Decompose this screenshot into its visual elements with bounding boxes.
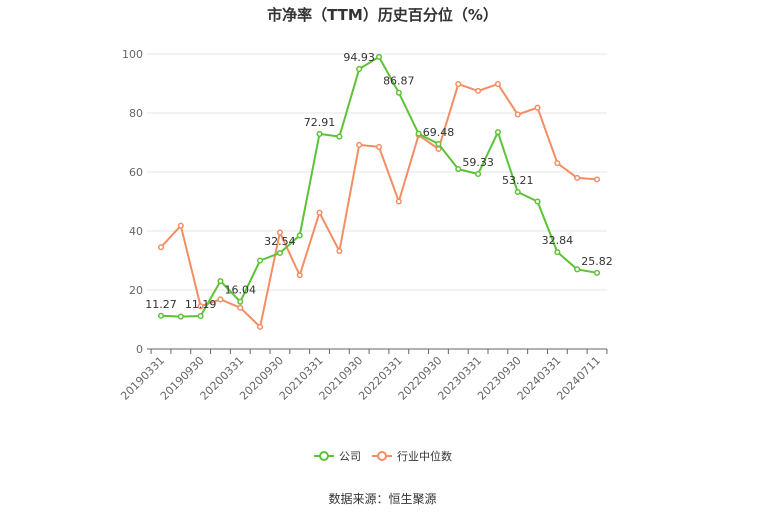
data-label: 69.48 [423, 126, 455, 139]
legend-marker [377, 451, 387, 461]
data-label: 72.91 [304, 116, 336, 129]
data-point [554, 249, 561, 256]
data-point [375, 143, 383, 150]
y-tick-label: 80 [129, 107, 143, 120]
data-point [316, 209, 323, 216]
data-point [514, 188, 521, 196]
data-point [395, 89, 402, 96]
data-point [356, 65, 363, 73]
data-label: 86.87 [383, 75, 415, 88]
data-point [257, 323, 264, 330]
data-label: 32.54 [264, 235, 296, 248]
data-point [237, 304, 244, 311]
data-label: 53.21 [502, 174, 534, 187]
data-point [494, 81, 501, 88]
data-point [375, 53, 383, 61]
y-tick-label: 40 [129, 225, 143, 238]
data-point [276, 249, 283, 257]
data-point [237, 298, 244, 305]
data-point [296, 272, 303, 279]
data-point [435, 140, 442, 148]
data-point [574, 266, 581, 273]
y-tick-label: 60 [129, 166, 143, 179]
data-point [157, 312, 165, 319]
data-point [455, 81, 462, 88]
data-point [475, 87, 482, 94]
data-label: 25.82 [581, 255, 613, 268]
data-point [534, 104, 541, 111]
legend-label: 行业中位数 [397, 449, 452, 463]
data-point [574, 174, 581, 181]
data-label: 94.93 [343, 51, 375, 64]
data-point [475, 170, 482, 178]
data-point [157, 244, 165, 251]
data-label: 11.19 [185, 298, 217, 311]
y-tick-label: 0 [136, 343, 143, 356]
chart-title: 市净率（TTM）历史百分位（%） [267, 6, 498, 24]
data-point [336, 133, 343, 140]
y-tick-label: 20 [129, 284, 143, 297]
data-point [197, 303, 204, 310]
data-label: 11.27 [145, 298, 177, 311]
data-source: 数据来源：恒生聚源 [328, 492, 437, 506]
data-point [395, 198, 402, 205]
data-point [534, 198, 541, 205]
data-point [356, 141, 363, 148]
data-point [296, 232, 303, 239]
data-point [593, 176, 601, 183]
data-point [415, 130, 422, 137]
x-tick-label: 20240711 [554, 354, 603, 403]
y-tick-label: 100 [122, 48, 143, 61]
data-point [593, 269, 601, 276]
data-point [494, 129, 501, 136]
data-point [276, 229, 283, 236]
data-point [514, 111, 521, 118]
data-point [177, 313, 184, 320]
data-point [257, 257, 264, 264]
data-point [455, 166, 462, 173]
legend-marker [319, 451, 329, 461]
data-label: 59.33 [462, 156, 494, 169]
data-point [217, 278, 224, 285]
data-label: 16.04 [225, 284, 257, 297]
data-point [217, 296, 224, 303]
data-point [336, 248, 343, 255]
data-point [177, 222, 184, 229]
data-point [197, 312, 204, 320]
data-point [316, 130, 323, 137]
data-point [554, 160, 561, 167]
legend-label: 公司 [339, 450, 361, 463]
data-label: 32.84 [542, 234, 574, 247]
